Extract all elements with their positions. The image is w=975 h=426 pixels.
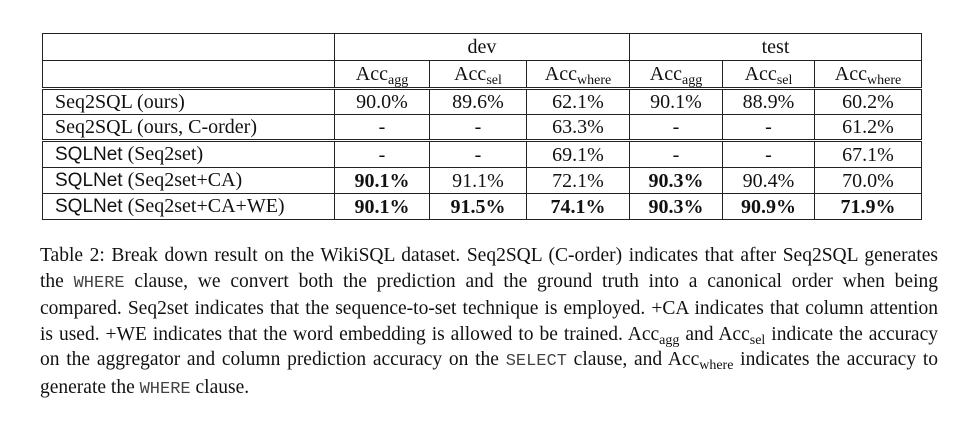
table-cell: - [629,140,723,168]
caption-text: WHERE [73,273,125,293]
column-base: Acc [544,63,577,85]
column-base: Acc [834,63,867,85]
caption-text: and Acc [679,323,750,345]
table-cell: 90.0% [334,88,430,115]
caption-text: indicate the accuracy on the aggregator … [40,323,938,371]
table-cell: 67.1% [814,140,922,168]
caption-text: indicates the accuracy to generate the [40,349,938,398]
caption-text: SELECT [505,352,567,371]
group-header-row: dev test [42,33,922,61]
table-cell: 61.2% [814,114,922,142]
corner-cell [42,60,335,90]
column-base: Acc [355,63,388,85]
column-sub: sel [776,73,793,88]
column-sub: agg [681,73,703,88]
table-cell: - [429,114,527,142]
table-cell: - [722,114,815,142]
row-label: Seq2SQL (ours) [42,88,335,115]
table-cell: - [429,140,527,168]
table-cell: 90.3% [629,167,723,194]
table-body: Seq2SQL (ours) 90.0% 89.6% 62.1% 90.1% 88.9% 6… [42,88,922,220]
table-row: SQLNet (Seq2set+CA+WE) 90.1% 91.5% 74.1% 90.… [42,193,922,220]
table-cell: 90.1% [334,193,430,220]
group-header: test [629,33,922,61]
model-name: SQLNet [55,144,123,165]
model-variant: Seq2SQL (ours) [55,91,185,113]
table-cell: 90.1% [629,88,723,115]
column-base: Acc [744,63,777,85]
table-row: Seq2SQL (ours, C-order) - -63.3% - -61.2% [42,114,922,142]
table-cell: 74.1% [526,193,630,220]
caption-text: clause, we convert both the prediction a… [40,270,938,345]
model-name: SQLNet [55,196,123,217]
caption-text: clause. [190,376,250,398]
row-label: SQLNet (Seq2set+CA+WE) [42,193,335,220]
results-table: dev test Accagg Accsel Accwhere Accagg Accsel… [42,33,922,220]
caption-text: clause, and Acc [566,349,700,370]
table-cell: 70.0% [814,167,922,194]
column-header: Accsel [429,60,527,90]
caption-text: agg [659,332,680,348]
table-cell: 69.1% [526,140,630,168]
table-cell: 88.9% [722,88,815,115]
table-cell: 90.4% [722,167,815,194]
table-cell: 63.3% [526,114,630,142]
table-cell: - [629,114,723,142]
model-variant: (Seq2set) [127,143,204,165]
column-header-row: Accagg Accsel Accwhere Accagg Accsel Accwhere [42,60,922,90]
column-sub: where [867,73,902,88]
model-variant: (Seq2set+CA+WE) [127,195,285,217]
table-row: Seq2SQL (ours) 90.0% 89.6% 62.1% 90.1% 88.9% 6… [42,88,922,115]
caption: Table 2: Break down result on the WikiSQ… [40,243,938,402]
table-cell: 91.1% [429,167,527,194]
row-label: SQLNet (Seq2set) [42,140,335,168]
column-header: Accagg [334,60,430,90]
caption-text: where [699,358,734,373]
table-cell: 89.6% [429,88,527,115]
table-cell: 90.9% [722,193,815,220]
model-variant: Seq2SQL (ours, C-order) [55,116,258,138]
table-cell: - [334,140,430,168]
caption-text: WHERE [139,379,191,399]
column-header: Accwhere [526,60,630,90]
model-name: SQLNet [55,170,123,191]
table-cell: - [722,140,815,168]
table-cell: 90.1% [334,167,430,194]
table-cell: 62.1% [526,88,630,115]
column-sub: agg [387,73,409,88]
row-label: Seq2SQL (ours, C-order) [42,114,335,142]
column-sub: where [577,73,612,88]
column-base: Acc [454,63,487,85]
table-row: SQLNet (Seq2set) - -69.1% - -67.1% [42,140,922,168]
column-base: Acc [649,63,682,85]
table-cell: 90.3% [629,193,723,220]
column-header: Accagg [629,60,723,90]
table-cell: - [334,114,430,142]
row-label: SQLNet (Seq2set+CA) [42,167,335,194]
caption-text: sel [749,332,766,348]
table-cell: 91.5% [429,193,527,220]
table-cell: 72.1% [526,167,630,194]
table-row: SQLNet (Seq2set+CA) 90.1% 91.1% 72.1% 90.3% 9… [42,167,922,194]
caption-text: Table 2: Break down result on the WikiSQ… [40,245,938,292]
table-cell: 71.9% [814,193,922,220]
corner-cell [42,33,335,61]
group-header: dev [334,33,630,61]
model-variant: (Seq2set+CA) [127,169,243,191]
column-header: Accsel [722,60,815,90]
table-cell: 60.2% [814,88,922,115]
column-sub: sel [486,73,502,88]
column-header: Accwhere [814,60,922,90]
